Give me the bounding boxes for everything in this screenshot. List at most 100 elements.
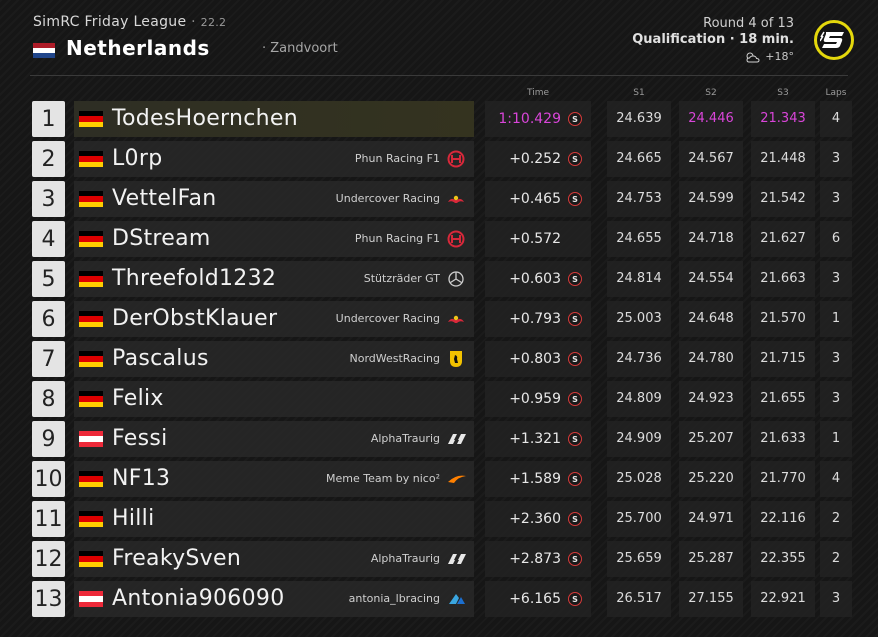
germany-flag-icon (79, 151, 103, 167)
driver-name: FreakySven (112, 546, 242, 571)
ferrari-icon (446, 350, 466, 368)
table-row: 7 Pascalus NordWestRacing +0.803 S 24.736 24.7… (30, 341, 852, 377)
sector-1-time: 25.003 (607, 301, 671, 337)
position-number: 9 (32, 421, 65, 457)
time-cell: +0.603 S (485, 261, 591, 297)
driver-name: Fessi (112, 426, 168, 451)
driver-name: Antonia906090 (112, 586, 285, 611)
position-number: 12 (32, 541, 65, 577)
position-number: 3 (32, 181, 65, 217)
driver-name: L0rp (112, 146, 163, 171)
position-number: 2 (32, 141, 65, 177)
league-separator: · (186, 14, 201, 30)
driver-name: Hilli (112, 506, 155, 531)
laps-count: 3 (820, 581, 852, 617)
soft-tyre-icon: S (568, 192, 582, 206)
sector-3-time: 21.448 (751, 141, 815, 177)
column-header-s3: S3 (777, 88, 789, 98)
position-number: 13 (32, 581, 65, 617)
sector-2-time: 24.554 (679, 261, 743, 297)
team-name: Meme Team by nico² (325, 472, 440, 485)
sector-2-time: 24.567 (679, 141, 743, 177)
season-label: 22.2 (200, 16, 227, 29)
driver-cell: TodesHoernchen (74, 101, 474, 137)
sector-1-time: 24.655 (607, 221, 671, 257)
laps-count: 2 (820, 501, 852, 537)
position-number: 11 (32, 501, 65, 537)
lap-time: 1:10.429 (498, 111, 561, 127)
haas-icon (446, 150, 466, 168)
sector-2-time: 24.923 (679, 381, 743, 417)
league-name: SimRC Friday League (33, 14, 187, 30)
germany-flag-icon (79, 511, 103, 527)
sector-1-time: 24.665 (607, 141, 671, 177)
austria-flag-icon (79, 591, 103, 607)
soft-tyre-icon: S (568, 512, 582, 526)
germany-flag-icon (79, 311, 103, 327)
sector-2-time: 24.599 (679, 181, 743, 217)
table-row: 13 Antonia906090 antonia_lbracing +6.165 S 26… (30, 581, 852, 617)
table-row: 2 L0rp Phun Racing F1 +0.252 S 24.665 24.567 21… (30, 141, 852, 177)
league-title: SimRC Friday League · 22.2 (33, 14, 226, 30)
soft-tyre-icon: S (568, 592, 582, 606)
sector-3-time: 22.921 (751, 581, 815, 617)
sector-1-time: 24.753 (607, 181, 671, 217)
sector-2-time: 24.648 (679, 301, 743, 337)
austria-flag-icon (79, 431, 103, 447)
laps-count: 4 (820, 101, 852, 137)
sector-1-time: 24.909 (607, 421, 671, 457)
team-name: antonia_lbracing (348, 592, 440, 605)
driver-cell: DerObstKlauer Undercover Racing (74, 301, 474, 337)
laps-count: 2 (820, 541, 852, 577)
table-row: 9 Fessi AlphaTraurig +1.321 S 24.909 25.207 21.… (30, 421, 852, 457)
sector-1-time: 24.736 (607, 341, 671, 377)
partly-cloudy-icon (746, 52, 760, 62)
driver-name: DStream (112, 226, 211, 251)
time-cell: +0.252 S (485, 141, 591, 177)
sector-2-time: 27.155 (679, 581, 743, 617)
sector-2-time: 24.446 (679, 101, 743, 137)
sector-1-time: 24.809 (607, 381, 671, 417)
sector-3-time: 21.542 (751, 181, 815, 217)
lap-time: +0.465 (509, 191, 561, 207)
laps-count: 3 (820, 181, 852, 217)
driver-name: DerObstKlauer (112, 306, 278, 331)
driver-cell: Threefold1232 Stützräder GT (74, 261, 474, 297)
alphatauri-icon (446, 550, 466, 568)
position-number: 4 (32, 221, 65, 257)
soft-tyre-icon: S (568, 312, 582, 326)
sector-3-time: 21.633 (751, 421, 815, 457)
netherlands-flag-icon (33, 43, 55, 58)
alpine-icon (446, 590, 466, 608)
time-cell: 1:10.429 S (485, 101, 591, 137)
sector-3-time: 21.663 (751, 261, 815, 297)
soft-tyre-icon: S (568, 472, 582, 486)
position-number: 7 (32, 341, 65, 377)
table-row: 3 VettelFan Undercover Racing +0.465 S 24.753… (30, 181, 852, 217)
sector-2-time: 24.971 (679, 501, 743, 537)
table-row: 8 Felix +0.959 S 24.809 24.923 21.655 3 (30, 381, 852, 417)
table-row: 11 Hilli +2.360 S 25.700 24.971 22.116 2 (30, 501, 852, 537)
driver-cell: L0rp Phun Racing F1 (74, 141, 474, 177)
sector-3-time: 21.343 (751, 101, 815, 137)
column-header-time: Time (526, 88, 550, 98)
germany-flag-icon (79, 551, 103, 567)
mclaren-icon (446, 470, 466, 488)
header: SimRC Friday League · 22.2 Netherlands ·… (0, 0, 878, 76)
header-divider (30, 75, 848, 76)
weather-info: +18° (744, 50, 794, 63)
mercedes-icon (446, 270, 466, 288)
sector-1-time: 25.028 (607, 461, 671, 497)
round-label: Round 4 of 13 (703, 16, 794, 31)
sector-3-time: 22.355 (751, 541, 815, 577)
alphatauri-icon (446, 430, 466, 448)
lap-time: +2.360 (509, 511, 561, 527)
league-logo (814, 20, 854, 60)
laps-count: 1 (820, 301, 852, 337)
sector-2-time: 25.220 (679, 461, 743, 497)
time-cell: +0.465 S (485, 181, 591, 217)
time-cell: +2.873 S (485, 541, 591, 577)
laps-count: 3 (820, 381, 852, 417)
team-name: Phun Racing F1 (354, 232, 440, 245)
lap-time: +0.603 (509, 271, 561, 287)
